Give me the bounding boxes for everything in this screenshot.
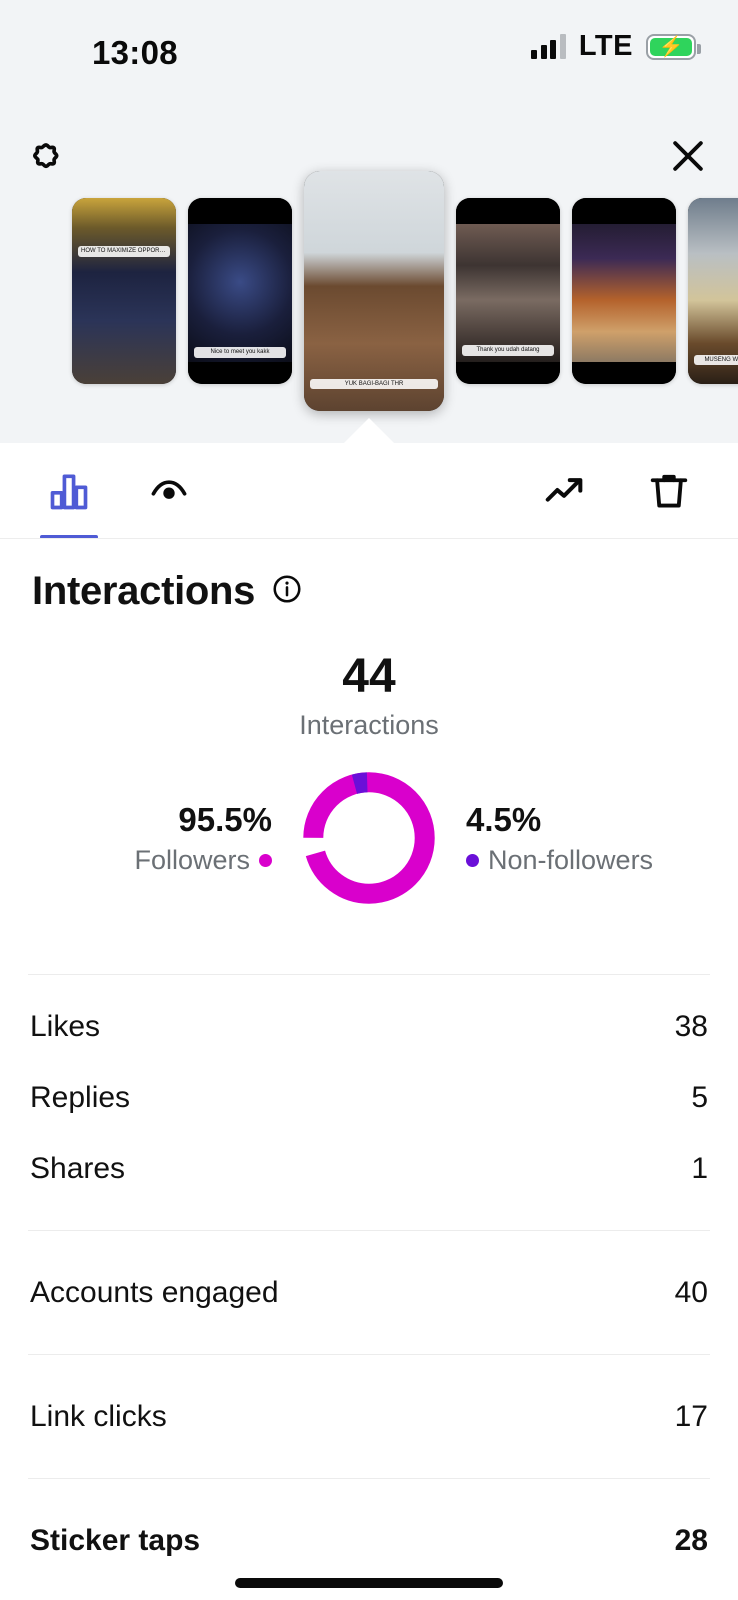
story-caption: Nice to meet you kakk xyxy=(194,347,286,358)
table-row[interactable]: Sticker taps 28 xyxy=(0,1505,738,1576)
followers-color-dot xyxy=(259,853,272,867)
battery-charging-icon: ⚡ xyxy=(646,33,701,60)
table-row[interactable]: Replies 5 xyxy=(0,1062,738,1133)
story-thumbnail[interactable] xyxy=(572,198,676,384)
story-thumbnail-selected[interactable]: YUK BAGI-BAGI THR xyxy=(304,171,444,411)
signal-bars-icon xyxy=(531,34,566,59)
info-circle-icon[interactable] xyxy=(271,573,303,610)
metric-label: Accounts engaged xyxy=(30,1275,279,1309)
metric-label: Replies xyxy=(30,1080,131,1114)
status-bar: 13:08 LTE ⚡ xyxy=(0,0,738,108)
story-caption: YUK BAGI-BAGI THR xyxy=(310,378,438,390)
metric-value: 38 xyxy=(674,1009,708,1043)
metric-value: 40 xyxy=(674,1275,708,1309)
story-thumbnail[interactable]: MUSENG WAKTU LADAN xyxy=(688,198,738,384)
divider xyxy=(28,1478,710,1479)
story-caption: HOW TO MAXIMIZE OPPORTUNITIES ABROAD xyxy=(78,246,170,258)
trash-icon[interactable] xyxy=(638,460,700,522)
interactions-breakdown-chart: 44 Interactions 95.5% Followers 4.5% xyxy=(0,614,738,974)
non-followers-label: Non-followers xyxy=(488,844,654,875)
eye-icon[interactable] xyxy=(138,460,200,522)
table-row[interactable]: Accounts engaged 40 xyxy=(0,1257,738,1328)
network-type-label: LTE xyxy=(578,30,633,62)
status-time: 13:08 xyxy=(92,34,178,71)
bar-chart-icon[interactable] xyxy=(38,460,100,539)
total-label: Interactions xyxy=(299,710,439,741)
trending-up-icon[interactable] xyxy=(534,460,596,522)
metric-value: 28 xyxy=(674,1523,708,1557)
close-icon[interactable] xyxy=(658,126,718,186)
story-thumbnail[interactable]: HOW TO MAXIMIZE OPPORTUNITIES ABROAD xyxy=(72,198,176,384)
metric-label: Shares xyxy=(30,1151,126,1185)
metric-value: 5 xyxy=(691,1080,708,1114)
non-followers-color-dot xyxy=(466,853,479,867)
divider xyxy=(28,1354,710,1355)
story-carousel-section: HOW TO MAXIMIZE OPPORTUNITIES ABROAD Nic… xyxy=(0,108,738,444)
toolbar-divider xyxy=(0,538,738,539)
total-interactions: 44 Interactions xyxy=(0,650,738,741)
section-header: Interactions xyxy=(0,539,738,614)
story-thumbnail-strip[interactable]: HOW TO MAXIMIZE OPPORTUNITIES ABROAD Nic… xyxy=(0,166,738,416)
story-caption: MUSENG WAKTU LADAN xyxy=(694,354,738,366)
divider xyxy=(28,974,710,975)
story-thumbnail[interactable]: Thank you udah datang xyxy=(456,198,560,384)
legend-non-followers: 4.5% Non-followers xyxy=(444,801,679,876)
gear-icon[interactable] xyxy=(16,126,76,186)
metric-label: Likes xyxy=(30,1009,101,1043)
donut-chart xyxy=(303,772,435,905)
table-row[interactable]: Likes 38 xyxy=(0,991,738,1062)
metric-label: Link clicks xyxy=(30,1399,167,1433)
metrics-list: Likes 38 Replies 5 Shares 1 Accounts eng… xyxy=(0,974,738,1576)
table-row[interactable]: Link clicks 17 xyxy=(0,1381,738,1452)
non-followers-percent: 4.5% xyxy=(466,800,542,838)
table-row[interactable]: Shares 1 xyxy=(0,1133,738,1204)
insights-toolbar xyxy=(0,443,738,539)
status-right-cluster: LTE ⚡ xyxy=(531,30,701,63)
divider xyxy=(28,1230,710,1231)
metric-value: 17 xyxy=(674,1399,708,1433)
story-thumbnail[interactable]: Nice to meet you kakk xyxy=(188,198,292,384)
page-title: Interactions xyxy=(32,569,256,613)
story-caption: Thank you udah datang xyxy=(462,345,554,357)
metric-value: 1 xyxy=(691,1151,708,1185)
total-value: 44 xyxy=(342,650,396,703)
legend-followers: 95.5% Followers xyxy=(59,801,294,876)
metric-label: Sticker taps xyxy=(30,1523,201,1557)
followers-label: Followers xyxy=(134,844,250,875)
followers-percent: 95.5% xyxy=(178,800,272,838)
selected-story-caret xyxy=(343,418,395,444)
home-indicator xyxy=(235,1578,503,1588)
